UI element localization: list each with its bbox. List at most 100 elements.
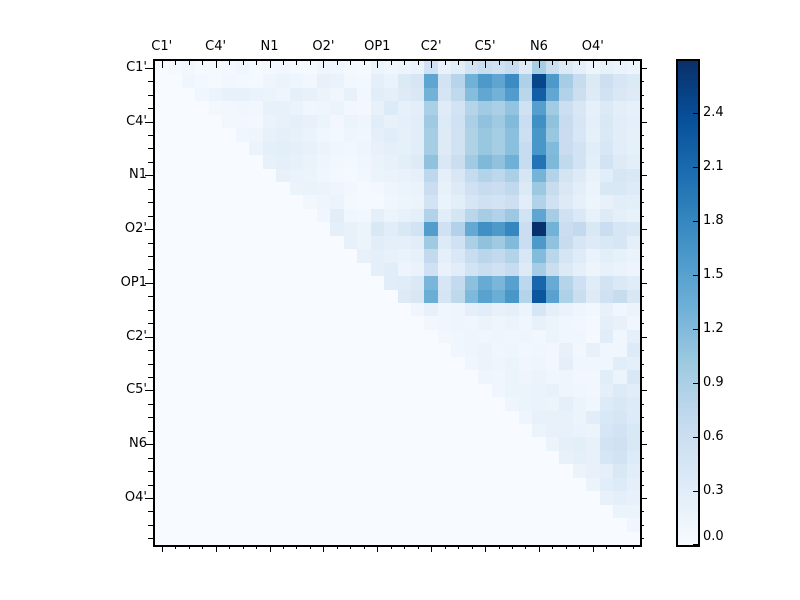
heatmap-cell: [357, 249, 371, 263]
heatmap-cell: [370, 262, 385, 277]
heatmap-cell: [451, 424, 465, 438]
heatmap-cell: [316, 87, 331, 102]
heatmap-cell: [397, 329, 411, 344]
heatmap-cell: [572, 114, 587, 129]
heatmap-cell: [518, 343, 533, 357]
heatmap-cell: [357, 397, 371, 411]
heatmap-cell: [262, 155, 277, 169]
heatmap-cell: [626, 114, 640, 129]
heatmap-cell: [599, 303, 614, 317]
y-axis-label: O2': [124, 221, 147, 237]
heatmap-cell: [599, 410, 614, 424]
y-minor-tick: [148, 363, 153, 365]
heatmap-cell: [208, 424, 223, 438]
heatmap-cell: [491, 74, 506, 88]
heatmap-cell: [613, 101, 627, 115]
heatmap-cell: [545, 141, 560, 156]
heatmap-cell: [505, 397, 519, 411]
heatmap-cell: [370, 289, 385, 303]
heatmap-cell: [572, 87, 587, 102]
heatmap-cell: [370, 329, 385, 344]
x-axis-label: N6: [529, 39, 548, 54]
heatmap-cell: [330, 276, 344, 290]
heatmap-cell: [195, 61, 209, 75]
heatmap-cell: [572, 343, 587, 357]
heatmap-cell: [545, 370, 560, 384]
heatmap-cell: [235, 303, 250, 317]
heatmap-cell: [208, 316, 223, 330]
heatmap-cell: [370, 316, 385, 330]
heatmap-cell: [424, 464, 438, 478]
heatmap-cell: [424, 128, 438, 142]
heatmap-cell: [626, 450, 640, 465]
heatmap-cell: [478, 262, 492, 277]
heatmap-cell: [370, 303, 385, 317]
heatmap-cell: [572, 61, 587, 75]
heatmap-cell: [181, 249, 196, 263]
heatmap-cell: [464, 410, 479, 424]
heatmap-cell: [155, 114, 169, 129]
heatmap-cell: [357, 329, 371, 344]
heatmap-cell: [518, 410, 533, 424]
heatmap-cell: [626, 168, 640, 182]
y-minor-tick: [148, 457, 153, 459]
heatmap-cell: [599, 101, 614, 115]
heatmap-cell: [330, 450, 344, 465]
heatmap-cell: [235, 343, 250, 357]
heatmap-cell: [478, 87, 492, 102]
heatmap-cell: [410, 437, 425, 451]
heatmap-cell: [303, 504, 317, 519]
heatmap-cell: [491, 343, 506, 357]
heatmap-cell: [384, 356, 398, 371]
heatmap-cell: [276, 114, 290, 129]
y-axis-label: C5': [126, 382, 147, 398]
heatmap-cell: [451, 235, 465, 250]
x-major-tick: [323, 545, 325, 552]
heatmap-cell: [626, 518, 640, 532]
heatmap-cell: [208, 504, 223, 519]
heatmap-cell: [464, 303, 479, 317]
heatmap-cell: [195, 168, 209, 182]
heatmap-cell: [437, 74, 452, 88]
heatmap-cell: [572, 410, 587, 424]
heatmap-cell: [545, 74, 560, 88]
heatmap-cell: [559, 397, 573, 411]
heatmap-cell: [451, 450, 465, 465]
heatmap-cell: [343, 61, 358, 75]
heatmap-cell: [586, 450, 600, 465]
y-minor-tick: [148, 309, 153, 311]
heatmap-cell: [410, 141, 425, 156]
heatmap-cell: [478, 450, 492, 465]
heatmap-cell: [370, 343, 385, 357]
heatmap-cell: [316, 343, 331, 357]
heatmap-cell: [330, 195, 344, 209]
heatmap-cell: [464, 383, 479, 398]
y-minor-tick: [640, 471, 644, 473]
heatmap-cell: [505, 262, 519, 277]
heatmap-cell: [222, 276, 236, 290]
heatmap-cell: [613, 141, 627, 156]
heatmap-cell: [262, 343, 277, 357]
heatmap-cell: [330, 410, 344, 424]
heatmap-cell: [613, 370, 627, 384]
heatmap-cell: [586, 235, 600, 250]
heatmap-cell: [303, 424, 317, 438]
heatmap-cell: [330, 262, 344, 277]
heatmap-cell: [626, 504, 640, 519]
heatmap-cell: [599, 61, 614, 75]
heatmap-cell: [518, 128, 533, 142]
heatmap-cell: [303, 343, 317, 357]
heatmap-cell: [437, 141, 452, 156]
heatmap-cell: [384, 249, 398, 263]
heatmap-cell: [437, 477, 452, 492]
heatmap-cell: [424, 222, 438, 236]
heatmap-cell: [249, 437, 263, 451]
heatmap-cell: [168, 464, 182, 478]
x-minor-tick: [498, 545, 500, 549]
heatmap-cell: [532, 182, 546, 196]
heatmap-cell: [599, 329, 614, 344]
heatmap-cell: [545, 195, 560, 209]
heatmap-cell: [195, 249, 209, 263]
heatmap-cell: [235, 329, 250, 344]
heatmap-cell: [330, 316, 344, 330]
